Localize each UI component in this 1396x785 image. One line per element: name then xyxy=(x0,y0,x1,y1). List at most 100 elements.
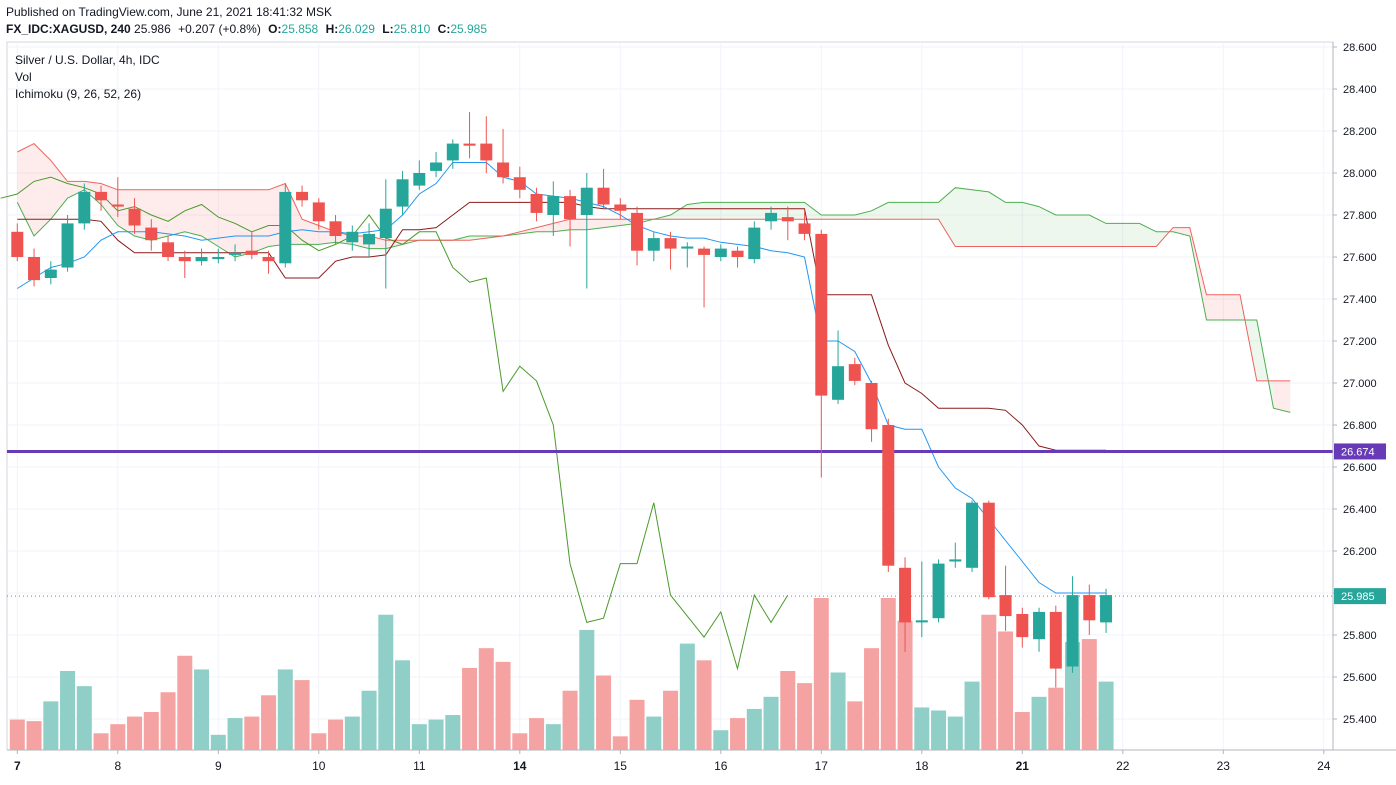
candle-body xyxy=(815,233,828,396)
candle-body xyxy=(78,191,91,224)
high-value: 26.029 xyxy=(338,22,375,36)
volume-bar xyxy=(160,692,176,750)
volume-bar xyxy=(545,724,561,750)
cloud-segment xyxy=(168,189,185,236)
kijun-sen-line xyxy=(17,201,1106,451)
time-tick-label: 8 xyxy=(114,759,121,773)
candle-body xyxy=(111,204,124,207)
cloud-segment xyxy=(603,219,621,228)
legend-ichimoku: Ichimoku (9, 26, 52, 26) xyxy=(15,87,142,101)
candle-body xyxy=(296,191,309,201)
close-value: 25.985 xyxy=(450,22,488,36)
low-value: 25.810 xyxy=(393,22,431,36)
volume-bar xyxy=(579,629,595,750)
candle-body xyxy=(513,177,526,190)
tenkan-sen-line xyxy=(17,162,1106,594)
volume-bar xyxy=(478,648,494,750)
candle-body xyxy=(497,162,510,178)
chikou-span-line xyxy=(0,176,789,671)
price-tick-label: 26.400 xyxy=(1343,504,1377,516)
cloud-segment xyxy=(184,189,202,236)
price-tick-label: 28.600 xyxy=(1343,42,1377,54)
price-tick-label: 27.800 xyxy=(1343,210,1377,222)
cloud-segment xyxy=(972,189,989,247)
volume-bar xyxy=(629,699,645,750)
price-axis xyxy=(1333,42,1396,750)
cloud-segment xyxy=(871,202,889,220)
candle-body xyxy=(162,242,175,257)
cloud-segment xyxy=(1039,206,1056,247)
open-label: O: xyxy=(268,22,282,36)
volume-bar xyxy=(847,701,863,750)
price-tick-label: 28.200 xyxy=(1343,126,1377,138)
time-tick-label: 16 xyxy=(714,759,728,773)
symbol-label: FX_IDC:XAGUSD, 240 xyxy=(6,22,131,36)
candle-body xyxy=(714,248,727,257)
cloud-segment xyxy=(787,202,805,220)
cloud-segment xyxy=(955,187,973,247)
volume-bar xyxy=(495,661,511,750)
volume-bar xyxy=(110,724,126,750)
candle-body xyxy=(1100,595,1113,623)
time-tick-label: 14 xyxy=(513,759,527,773)
candle-body xyxy=(1033,611,1046,640)
cloud-segment xyxy=(1022,202,1040,247)
candle-body xyxy=(882,425,895,566)
volume-bar xyxy=(964,681,980,750)
candle-body xyxy=(564,196,577,220)
volume-bar xyxy=(127,716,143,750)
time-tick-label: 23 xyxy=(1217,759,1231,773)
volume-bar xyxy=(177,655,193,750)
candle-body xyxy=(329,221,342,236)
cloud-segment xyxy=(34,143,51,236)
candle-body xyxy=(832,366,845,400)
cloud-segment xyxy=(905,202,922,220)
candle-body xyxy=(346,231,359,243)
volume-bar xyxy=(43,701,59,750)
time-tick-label: 15 xyxy=(614,759,628,773)
cloud-segment xyxy=(804,202,822,220)
candle-body xyxy=(279,191,292,264)
candle-body xyxy=(1049,611,1062,669)
volume-bar xyxy=(663,690,679,750)
price-tick-label: 25.400 xyxy=(1343,714,1377,726)
volume-bar xyxy=(797,683,813,750)
candle-body xyxy=(848,364,861,381)
volume-bar xyxy=(612,736,628,750)
time-tick-label: 18 xyxy=(915,759,929,773)
candle-body xyxy=(413,173,426,186)
candle-body xyxy=(698,248,711,255)
level-price-text: 26.674 xyxy=(1341,446,1375,458)
candle-body xyxy=(178,257,191,262)
volume-bar xyxy=(227,718,243,750)
price-tick-label: 27.400 xyxy=(1343,294,1377,306)
candle-body xyxy=(798,223,811,234)
candle-body xyxy=(11,231,24,257)
candle-body xyxy=(547,196,560,215)
cloud-segment xyxy=(50,160,68,220)
volume-bar xyxy=(897,620,913,750)
cloud-segment xyxy=(687,202,705,220)
cloud-segment xyxy=(67,181,85,199)
candle-body xyxy=(664,238,677,249)
cloud-segment xyxy=(1206,294,1224,320)
cloud-segment xyxy=(1139,223,1157,247)
candle-body xyxy=(312,202,325,222)
level-price-badge xyxy=(1334,443,1386,460)
cloud-segment xyxy=(854,210,872,220)
close-label: C: xyxy=(437,22,451,36)
volume-bar xyxy=(947,716,963,750)
candle-body xyxy=(363,233,376,245)
volume-bar xyxy=(830,672,846,750)
candle-body xyxy=(446,143,459,161)
high-label: H: xyxy=(325,22,339,36)
cloud-segment xyxy=(586,219,604,230)
candle-body xyxy=(731,250,744,257)
price-tick-label: 27.000 xyxy=(1343,378,1377,390)
volume-bar xyxy=(143,712,159,750)
volume-bar xyxy=(428,719,444,750)
volume-bar xyxy=(261,695,277,750)
candle-body xyxy=(44,269,57,278)
price-tick-label: 25.800 xyxy=(1343,630,1377,642)
